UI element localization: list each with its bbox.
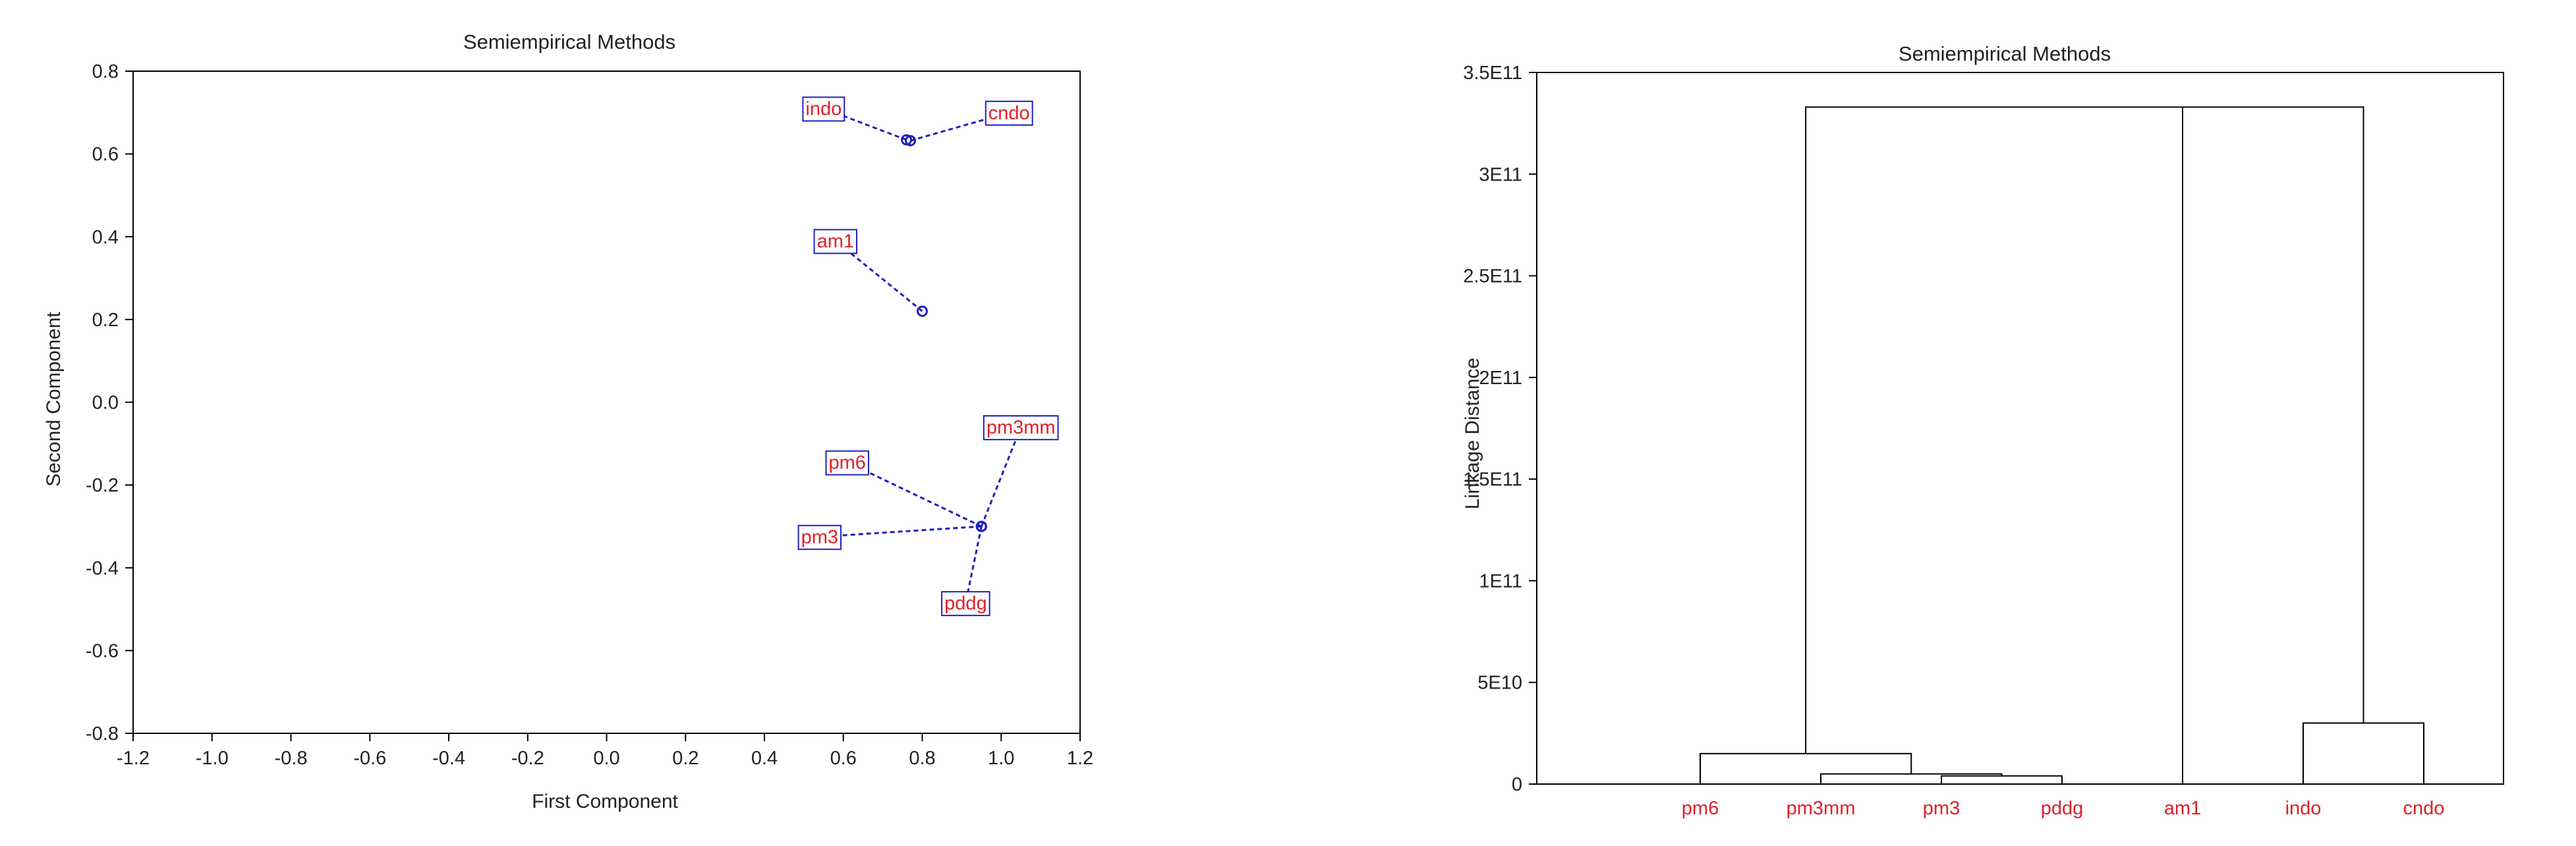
point-label-box: [825, 450, 869, 476]
dendrogram-links: [1700, 106, 2424, 784]
scatter-x-tick-label: -0.4: [432, 748, 465, 769]
leaf-label-pddg: pddg: [2041, 798, 2084, 819]
scatter-point-cndo: [905, 135, 917, 147]
point-label-am1: am1: [813, 229, 857, 254]
scatter-y-tick-label: -0.2: [86, 475, 119, 496]
scatter-x-tick-label: 1.2: [1067, 748, 1093, 769]
scatter-x-axis-label: First Component: [532, 791, 678, 812]
scatter-chart: Semiempirical Methods -1.2 -1.0 -0.8 -0.6 -0…: [43, 30, 1093, 812]
scatter-x-tick-label: 0.6: [830, 748, 857, 769]
leader-line-pm3mm: [980, 426, 1022, 527]
point-label-pm3mm: pm3mm: [983, 415, 1059, 441]
point-label-pm3: pm3: [797, 524, 842, 550]
dendrogram-link: [2303, 722, 2424, 784]
dendrogram-link: [1805, 106, 2274, 754]
dendrogram-link: [1941, 775, 2063, 784]
scatter-x-tick-label: -1.0: [196, 748, 229, 769]
point-label-box: [983, 415, 1059, 441]
point-label-text: pddg: [944, 593, 987, 614]
scatter-y-tick-label: 0.4: [92, 227, 119, 248]
dendrogram-plot-frame: [1536, 72, 2504, 785]
leaf-label-pm3: pm3: [1923, 798, 1960, 819]
point-label-text: indo: [805, 99, 842, 120]
scatter-point-labels: indo cndo am1 pm3mm pm6 pm3 pddg: [797, 96, 1059, 617]
scatter-leader-lines: [819, 107, 1022, 604]
leader-line-pddg: [964, 526, 983, 604]
dendrogram-link: [1700, 752, 1912, 784]
dendrogram-y-axis-label: Linkage Distance: [1462, 358, 1483, 509]
point-label-box: [985, 100, 1033, 126]
scatter-x-tick-label: 0.0: [593, 748, 619, 769]
scatter-x-ticks: -1.2 -1.0 -0.8 -0.6 -0.4 -0.2 0.0 0.2 0.4 0.6 0.8 1…: [117, 733, 1093, 769]
leader-line-cndo: [910, 111, 1010, 142]
dendrogram-y-tick-label: 1.5E11: [1463, 469, 1522, 490]
point-label-pm6: pm6: [825, 450, 869, 476]
leaf-label-am1: am1: [2164, 798, 2201, 819]
scatter-point-am1: [917, 305, 928, 317]
scatter-y-axis-label: Second Component: [43, 312, 65, 487]
scatter-x-tick-label: 0.4: [751, 748, 778, 769]
scatter-point-pddg: [975, 521, 987, 532]
scatter-points: [901, 134, 987, 532]
point-label-text: am1: [817, 231, 854, 252]
leaf-label-indo: indo: [2285, 798, 2322, 819]
scatter-y-tick-label: 0.2: [92, 310, 119, 331]
point-label-text: cndo: [988, 103, 1030, 124]
scatter-plot-frame: [132, 70, 1081, 734]
point-label-box: [802, 96, 845, 122]
scatter-y-tick-label: 0.8: [92, 61, 119, 82]
scatter-x-tick-label: -0.6: [353, 748, 386, 769]
dendrogram-link: [2182, 106, 2364, 784]
point-label-box: [813, 229, 857, 254]
dendrogram-y-tick-label: 5E10: [1477, 673, 1522, 694]
leaf-label-pm3mm: pm3mm: [1787, 798, 1856, 819]
point-label-box: [941, 591, 990, 617]
scatter-y-tick-label: -0.8: [86, 723, 119, 745]
leader-line-pm6: [847, 461, 982, 528]
leaf-label-cndo: cndo: [2403, 798, 2445, 819]
point-label-indo: indo: [802, 96, 845, 122]
leaf-label-pm6: pm6: [1682, 798, 1719, 819]
dendrogram-y-ticks: 3.5E11 3E11 2.5E11 2E11 1.5E11 1E11 5E10 0: [1463, 63, 1537, 795]
dendrogram-leaf-labels: pm6 pm3mm pm3 pddg am1 indo cndo: [1682, 798, 2445, 819]
dendrogram-y-tick-label: 2.5E11: [1463, 266, 1522, 287]
dendrogram-y-tick-label: 1E11: [1479, 571, 1522, 592]
scatter-y-tick-label: 0.6: [92, 144, 119, 165]
scatter-x-tick-label: -1.2: [117, 748, 150, 769]
point-label-box: [797, 524, 842, 550]
scatter-y-tick-label: -0.6: [86, 640, 119, 662]
scatter-x-tick-label: 1.0: [988, 748, 1014, 769]
dendrogram-y-tick-label: 2E11: [1479, 368, 1522, 389]
scatter-title: Semiempirical Methods: [463, 30, 675, 53]
dendrogram-y-tick-label: 0: [1512, 774, 1522, 795]
dendrogram-y-tick-label: 3E11: [1479, 164, 1522, 185]
point-label-text: pm6: [829, 453, 866, 474]
dendrogram-chart: Semiempirical Methods 3.5E11 3E11 2.5E11 2E…: [1462, 42, 2504, 819]
scatter-y-ticks: 0.8 0.6 0.4 0.2 0.0 -0.2 -0.4 -0.6 -0.8: [86, 61, 133, 745]
scatter-x-tick-label: -0.8: [275, 748, 308, 769]
scatter-x-tick-label: -0.2: [511, 748, 544, 769]
point-label-pddg: pddg: [941, 591, 990, 617]
dendrogram-title: Semiempirical Methods: [1899, 42, 2111, 65]
scatter-y-tick-label: 0.0: [92, 393, 119, 414]
point-label-text: pm3: [801, 527, 838, 548]
leader-line-pm3: [819, 525, 982, 538]
scatter-x-tick-label: 0.8: [909, 748, 935, 769]
leader-line-am1: [834, 240, 923, 312]
point-label-text: pm3mm: [987, 417, 1056, 438]
point-label-cndo: cndo: [985, 100, 1033, 126]
scatter-y-tick-label: -0.4: [86, 558, 119, 579]
scatter-x-tick-label: 0.2: [672, 748, 699, 769]
dendrogram-y-tick-label: 3.5E11: [1463, 63, 1522, 84]
